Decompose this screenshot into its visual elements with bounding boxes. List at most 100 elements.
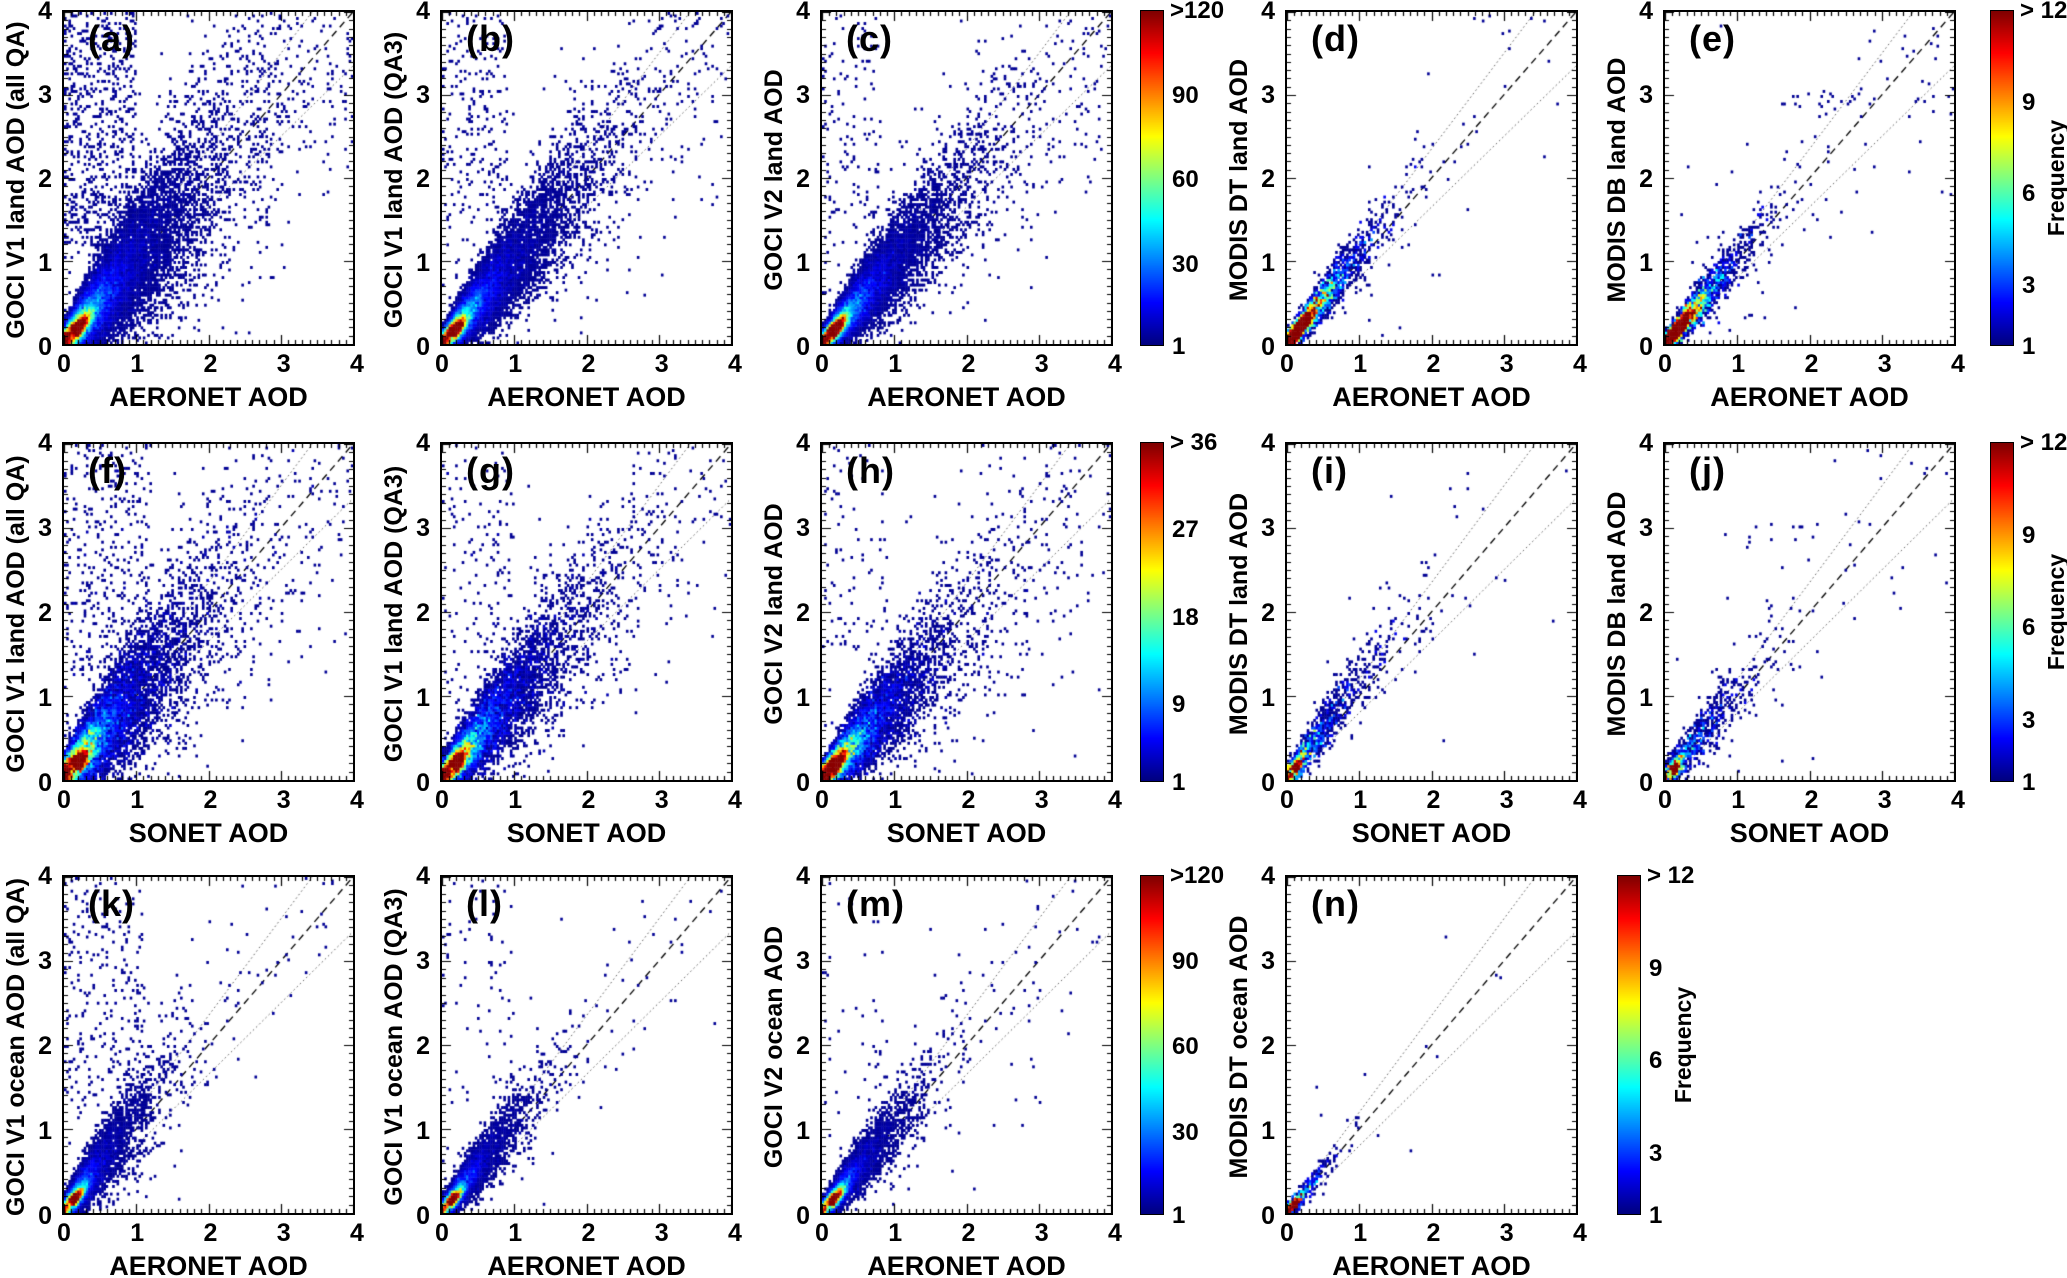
y-tick-label: 1: [416, 1117, 430, 1145]
x-tick-label: 4: [728, 1219, 742, 1247]
y-tick-label: 1: [416, 684, 430, 712]
density-scatter-canvas: [1287, 444, 1576, 780]
x-tick-label: 3: [654, 350, 669, 378]
colorbar-gradient-canvas: [1990, 442, 2014, 782]
x-tick-label: 4: [1108, 786, 1122, 814]
x-tick-label: 4: [350, 786, 364, 814]
x-tick-label: 2: [1426, 786, 1441, 814]
y-tick-label: 4: [1261, 0, 1275, 25]
x-tick-label: 4: [1951, 350, 1965, 378]
x-axis-label: AERONET AOD: [1710, 382, 1909, 412]
y-tick-label: 3: [416, 514, 430, 542]
y-tick-label: 4: [1261, 429, 1275, 457]
colorbar-max-label: > 12: [2020, 429, 2067, 456]
colorbar-title: Frequency: [1670, 986, 1696, 1104]
x-tick-label: 4: [1108, 1219, 1122, 1247]
x-axis-label: AERONET AOD: [867, 1251, 1066, 1278]
x-tick-label: 1: [130, 1219, 145, 1247]
x-tick-label: 4: [1573, 350, 1587, 378]
x-tick-label: 3: [1877, 350, 1892, 378]
colorbar-tick-label: 30: [1172, 251, 1199, 279]
x-axis-label: AERONET AOD: [1332, 1251, 1531, 1278]
panel-letter: (e): [1689, 18, 1736, 59]
colorbar-tick-label: 9: [1649, 954, 1663, 982]
x-tick-label: 2: [1804, 786, 1819, 814]
x-tick-label: 1: [130, 350, 145, 378]
panel-letter: (n): [1311, 883, 1360, 924]
colorbar-tick-label: 3: [2022, 707, 2036, 735]
y-tick-label: 4: [1639, 0, 1653, 25]
density-scatter-canvas: [64, 877, 353, 1213]
density-scatter-canvas: [1287, 877, 1576, 1213]
x-tick-label: 1: [130, 786, 145, 814]
y-tick-label: 2: [796, 165, 810, 193]
x-tick-label: 0: [435, 786, 449, 814]
x-tick-label: 2: [203, 1219, 218, 1247]
y-tick-label: 4: [416, 862, 430, 890]
x-tick-label: 2: [203, 786, 218, 814]
density-scatter-canvas: [1287, 12, 1576, 344]
y-tick-label: 3: [416, 947, 430, 975]
colorbar-tick-label: 60: [1172, 1033, 1199, 1061]
y-tick-label: 0: [1639, 769, 1653, 797]
y-tick-label: 3: [1261, 514, 1275, 542]
density-scatter-canvas: [64, 12, 353, 344]
x-tick-label: 0: [815, 1219, 829, 1247]
panel-letter: (k): [88, 883, 135, 924]
y-tick-label: 4: [38, 862, 52, 890]
colorbar-tick-label: 18: [1172, 603, 1199, 631]
density-scatter-canvas: [1665, 12, 1954, 344]
panel-letter: (l): [466, 883, 503, 924]
y-tick-label: 2: [38, 165, 52, 193]
colorbar-gradient-canvas: [1617, 875, 1641, 1215]
y-tick-label: 1: [416, 249, 430, 277]
y-tick-label: 2: [796, 1032, 810, 1060]
x-tick-label: 0: [1280, 1219, 1294, 1247]
y-tick-label: 0: [796, 769, 810, 797]
colorbar-gradient-canvas: [1140, 875, 1164, 1215]
x-tick-label: 1: [1731, 786, 1746, 814]
x-tick-label: 3: [1499, 350, 1514, 378]
y-tick-label: 2: [38, 599, 52, 627]
y-tick-label: 3: [796, 514, 810, 542]
x-tick-label: 3: [654, 786, 669, 814]
panel-letter: (i): [1311, 450, 1348, 491]
colorbar-max-label: >120: [1170, 0, 1225, 24]
colorbar-tick-label: 1: [2022, 769, 2036, 796]
density-scatter-canvas: [1665, 444, 1954, 780]
colorbar-tick-label: 27: [1172, 516, 1199, 544]
x-tick-label: 0: [815, 350, 829, 378]
colorbar-tick-label: 1: [2022, 333, 2036, 360]
y-tick-label: 0: [796, 1202, 810, 1230]
x-tick-label: 2: [581, 1219, 596, 1247]
y-tick-label: 2: [1261, 1032, 1275, 1060]
x-tick-label: 4: [1951, 786, 1965, 814]
y-tick-label: 2: [1639, 599, 1653, 627]
x-tick-label: 0: [815, 786, 829, 814]
panel-letter: (d): [1311, 18, 1360, 59]
y-tick-label: 0: [416, 1202, 430, 1230]
colorbar-max-label: > 12: [1647, 862, 1695, 889]
colorbar-tick-label: 1: [1172, 769, 1186, 796]
y-tick-label: 4: [38, 429, 52, 457]
y-tick-label: 3: [796, 81, 810, 109]
colorbar-tick-label: 3: [1649, 1140, 1663, 1168]
y-tick-label: 1: [38, 249, 52, 277]
y-tick-label: 0: [38, 769, 52, 797]
x-tick-label: 4: [1108, 350, 1122, 378]
colorbar-tick-label: 90: [1172, 81, 1199, 109]
colorbar-tick-label: 1: [1649, 1202, 1663, 1229]
y-tick-label: 4: [796, 862, 810, 890]
colorbar-max-label: >120: [1170, 862, 1225, 889]
x-tick-label: 1: [508, 786, 523, 814]
colorbar-gradient-canvas: [1140, 442, 1164, 782]
colorbar-max-label: > 12: [2020, 0, 2067, 24]
x-tick-label: 3: [1034, 350, 1049, 378]
density-scatter-canvas: [822, 12, 1111, 344]
panel-letter: (f): [88, 450, 127, 491]
x-tick-label: 1: [888, 1219, 903, 1247]
colorbar-title: Frequency: [2043, 553, 2067, 671]
